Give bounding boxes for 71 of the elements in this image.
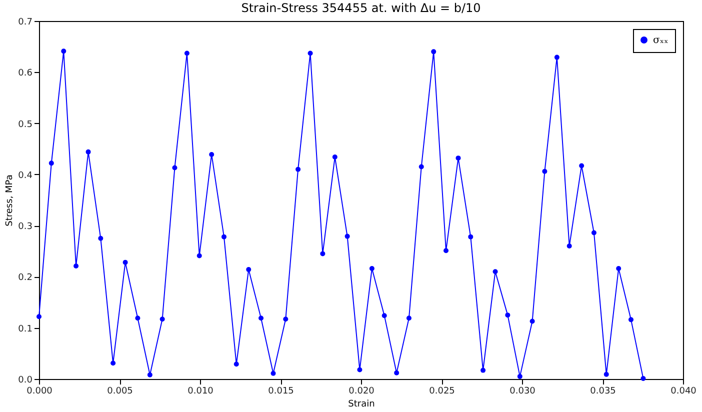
point <box>61 48 66 54</box>
point <box>110 360 116 366</box>
point <box>308 50 313 56</box>
point <box>530 318 535 324</box>
point <box>344 234 350 239</box>
point <box>628 317 634 322</box>
point <box>196 253 202 258</box>
point <box>431 49 436 54</box>
point <box>604 372 609 377</box>
point <box>517 374 522 379</box>
point <box>480 368 486 373</box>
point <box>270 370 276 376</box>
point <box>172 165 178 170</box>
point <box>616 266 622 272</box>
point <box>147 372 152 378</box>
x-tick-label: 0.040 <box>670 386 697 396</box>
point <box>48 160 54 166</box>
x-axis-title: Strain <box>348 400 375 410</box>
x-tick-label: 0.015 <box>268 386 294 396</box>
point <box>74 263 79 268</box>
point <box>492 269 498 274</box>
point <box>122 260 128 265</box>
point <box>456 156 461 161</box>
point <box>418 164 424 170</box>
y-tick-label: 0.2 <box>18 273 32 284</box>
point <box>369 266 374 272</box>
point <box>566 244 572 249</box>
point <box>36 314 42 320</box>
y-tick-label: 0.7 <box>18 18 32 28</box>
y-tick-label: 0.3 <box>18 222 32 232</box>
point <box>246 267 252 272</box>
x-tick-label: 0.025 <box>429 386 455 396</box>
point <box>234 362 239 367</box>
point <box>283 316 288 322</box>
point <box>579 163 584 168</box>
point <box>382 313 387 318</box>
point <box>591 230 596 236</box>
point <box>394 370 400 376</box>
point <box>554 54 560 60</box>
point <box>86 149 91 154</box>
legend-label: σₓₓ <box>653 35 668 46</box>
x-tick-label: 0.005 <box>107 386 133 396</box>
point <box>160 316 165 322</box>
point <box>444 248 449 254</box>
point <box>332 154 338 160</box>
x-tick-label: 0.000 <box>26 386 53 396</box>
point <box>209 152 214 157</box>
point <box>98 236 104 241</box>
y-tick-label: 0.5 <box>18 120 32 130</box>
point <box>221 234 226 240</box>
x-tick-label: 0.020 <box>348 386 375 396</box>
x-tick-label: 0.030 <box>510 386 536 396</box>
point <box>505 312 510 318</box>
point <box>135 316 140 321</box>
x-tick-label: 0.010 <box>188 386 214 396</box>
point <box>357 367 362 372</box>
point <box>258 316 264 321</box>
y-tick-label: 0.0 <box>18 376 33 386</box>
y-tick-label: 0.4 <box>18 170 33 181</box>
y-tick-label: 0.6 <box>18 68 33 79</box>
point <box>296 166 301 172</box>
point <box>468 234 474 240</box>
x-tick-label: 0.035 <box>590 386 616 396</box>
y-tick-label: 0.1 <box>18 324 32 334</box>
point <box>320 251 326 256</box>
chart-title: Strain-Stress 354455 at. with Δu = b/10 <box>241 1 481 15</box>
point <box>184 50 190 56</box>
point <box>406 316 412 321</box>
point <box>542 168 548 174</box>
point <box>640 376 646 381</box>
y-axis-title: Stress, MPa <box>5 174 16 226</box>
